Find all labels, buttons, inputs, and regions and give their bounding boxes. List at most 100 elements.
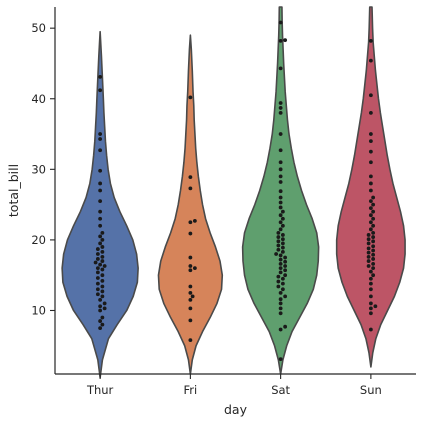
data-point: [278, 66, 283, 71]
data-point: [368, 38, 373, 43]
data-point: [366, 254, 371, 259]
violins-layer: [61, 6, 406, 379]
x-tick-label-fri: Fri: [184, 383, 198, 397]
data-point: [100, 245, 105, 249]
data-point: [98, 262, 103, 267]
data-point: [95, 287, 100, 292]
data-point: [283, 324, 288, 329]
data-point: [100, 294, 105, 299]
data-point: [188, 290, 193, 295]
data-point: [278, 270, 283, 275]
data-point: [95, 276, 100, 280]
data-point: [278, 132, 283, 136]
data-point: [278, 301, 283, 306]
data-point: [98, 297, 103, 302]
data-point: [371, 223, 376, 228]
data-point: [366, 259, 371, 263]
data-point: [102, 306, 107, 311]
x-axis-ticks: Thur Fri Sat Sun: [86, 374, 382, 397]
data-point: [95, 266, 100, 271]
data-point: [192, 218, 197, 223]
data-point: [368, 287, 373, 292]
data-point: [100, 315, 105, 320]
data-point: [371, 216, 376, 221]
data-point: [276, 239, 281, 244]
data-point: [98, 319, 103, 323]
data-point: [188, 338, 193, 343]
data-point: [100, 250, 105, 254]
data-point: [276, 235, 281, 239]
data-point: [366, 246, 371, 251]
data-point: [278, 227, 283, 232]
data-point: [366, 233, 371, 237]
data-point: [368, 199, 373, 203]
data-point: [278, 266, 283, 271]
violin-thur: [61, 30, 139, 379]
data-point: [283, 259, 288, 264]
data-point: [278, 290, 283, 295]
y-tick-label: 30: [31, 162, 46, 176]
data-point: [368, 301, 373, 306]
data-point: [278, 213, 283, 218]
data-point: [278, 327, 283, 332]
data-point: [100, 267, 105, 272]
y-tick-label: 10: [31, 303, 46, 317]
data-point: [98, 88, 103, 93]
data-point: [280, 250, 285, 254]
data-point: [368, 269, 373, 274]
data-point: [98, 148, 103, 153]
data-point: [368, 311, 373, 316]
data-point: [102, 301, 107, 306]
data-point: [278, 253, 283, 258]
data-point: [278, 38, 283, 43]
data-point: [98, 223, 103, 228]
data-point: [95, 247, 100, 251]
data-point: [276, 230, 281, 235]
data-point: [368, 220, 373, 225]
data-point: [366, 237, 371, 242]
data-point: [98, 308, 103, 313]
data-point: [278, 311, 283, 316]
data-point: [190, 294, 195, 299]
data-point: [283, 38, 288, 43]
data-point: [368, 306, 373, 311]
data-point: [371, 262, 376, 266]
data-point: [278, 205, 283, 210]
data-point: [368, 181, 373, 186]
y-tick-label: 20: [31, 233, 46, 247]
data-point: [95, 281, 100, 286]
data-point: [368, 160, 373, 165]
swarm-points-layer: [93, 20, 378, 362]
data-point: [98, 199, 103, 203]
data-point: [278, 167, 283, 172]
data-point: [192, 266, 197, 271]
data-point: [98, 181, 103, 186]
data-point: [276, 279, 281, 284]
data-point: [368, 281, 373, 286]
data-point: [368, 174, 373, 179]
data-point: [280, 223, 285, 228]
data-point: [100, 238, 105, 242]
data-point: [280, 237, 285, 242]
data-point: [371, 252, 376, 257]
data-point: [188, 220, 193, 225]
data-point: [95, 270, 100, 275]
data-point: [98, 168, 103, 173]
data-point: [278, 20, 283, 25]
data-point: [283, 268, 288, 273]
data-point: [280, 281, 285, 286]
data-point: [278, 220, 283, 225]
data-point: [278, 200, 283, 205]
data-point: [100, 278, 105, 283]
data-point: [276, 284, 281, 289]
x-tick-label-sat: Sat: [271, 383, 290, 397]
data-point: [276, 274, 281, 279]
data-point: [188, 264, 193, 268]
y-tick-label: 50: [31, 21, 46, 35]
data-point: [368, 58, 373, 63]
data-point: [278, 106, 283, 110]
data-point: [100, 284, 105, 289]
data-point: [368, 227, 373, 232]
data-point: [283, 255, 288, 260]
data-point: [368, 213, 373, 218]
